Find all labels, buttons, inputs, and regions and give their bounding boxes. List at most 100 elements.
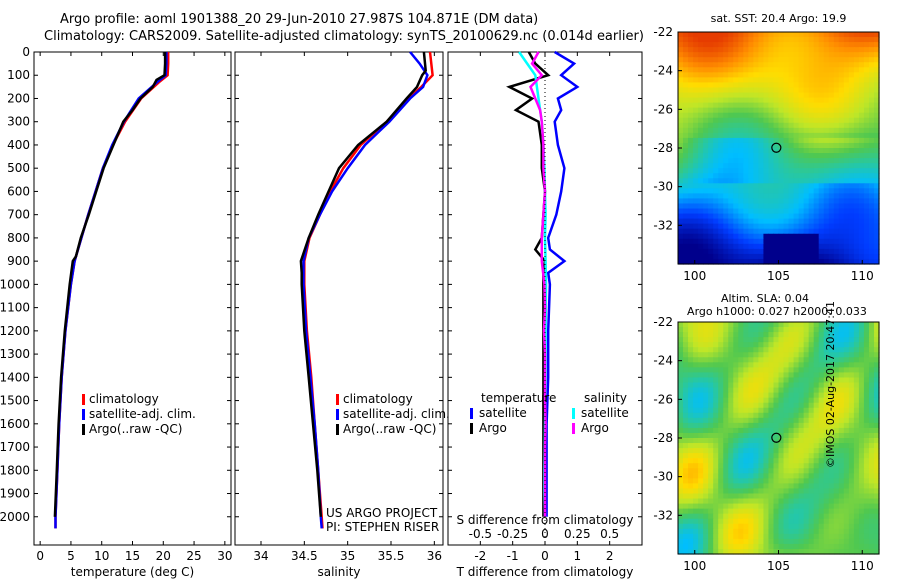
sla-map-ytick-label: -24: [653, 354, 673, 368]
diff-legend-label: Argo: [479, 421, 507, 435]
sst-map-ytick-label: -26: [653, 102, 673, 116]
imos-stamp: ©IMOS 02-Aug-2017 20:47:41: [824, 301, 837, 468]
title-line-2: Climatology: CARS2009. Satellite-adjuste…: [44, 29, 644, 44]
salinity-profile-frame: [234, 51, 444, 546]
diff-legend-label: satellite: [581, 406, 629, 420]
credit-line-2: PI: STEPHEN RISER: [326, 520, 439, 534]
depth-tick-label: 100: [7, 68, 30, 82]
salinity-profile-xtick-label: 35: [340, 549, 355, 563]
depth-tick-label: 1800: [0, 463, 30, 477]
salinity-profile-xtick-label: 34: [253, 549, 268, 563]
salinity-diff-xlabel: S difference from climatology: [457, 513, 634, 527]
difference-profile-xtick-label: 1: [574, 549, 582, 563]
temperature-profile-series-argo---raw--qc-: [53, 52, 167, 517]
salinity-diff-tick-label: 0: [541, 527, 549, 541]
depth-tick-label: 300: [7, 115, 30, 129]
depth-tick-label: 800: [7, 231, 30, 245]
depth-tick-label: 700: [7, 208, 30, 222]
temperature-profile-xlabel: temperature (deg C): [71, 565, 194, 579]
difference-profile-series-argo: [529, 51, 547, 517]
diff-legend-swatch: [470, 423, 473, 434]
sla-map-argo-marker: [771, 432, 782, 443]
sla-map-ytick-label: -26: [653, 392, 673, 406]
depth-tick-label: 1700: [0, 440, 30, 454]
salinity-profile-xtick-label: 35.5: [378, 549, 405, 563]
temperature-legend-swatch: [82, 409, 85, 420]
depth-tick-label: 1900: [0, 487, 30, 501]
temperature-profile-frame: [33, 51, 232, 546]
depth-tick-label: 1300: [0, 347, 30, 361]
sst-map-ytick-label: -32: [653, 218, 673, 232]
salinity-profile-xtick-label: 36: [427, 549, 442, 563]
diff-legend-label: satellite: [479, 406, 527, 420]
difference-profile-xtick-label: -2: [474, 549, 486, 563]
sla-map-ytick-label: -32: [653, 508, 673, 522]
salinity-diff-tick-label: 0.25: [564, 527, 591, 541]
temperature-profile-xtick-label: 5: [67, 549, 75, 563]
sla-map-ytick-label: -30: [653, 470, 673, 484]
difference-profile-xtick-label: 0: [541, 549, 549, 563]
sla-map-xtick-label: 105: [767, 559, 790, 573]
salinity-profile-series-argo---raw--qc-: [299, 51, 427, 517]
temperature-legend-swatch: [82, 394, 85, 405]
sst-map-field: [678, 32, 880, 265]
diff-legend-title-temperature: temperature: [481, 391, 556, 405]
diff-legend-swatch: [470, 408, 473, 419]
diff-legend-swatch: [572, 408, 575, 419]
sla-map-ytick-label: -28: [653, 431, 673, 445]
salinity-legend-swatch: [336, 424, 339, 435]
temperature-profile-xtick-label: 0: [36, 549, 44, 563]
salinity-legend-label: satellite-adj. clim.: [343, 407, 450, 421]
depth-tick-label: 1100: [0, 301, 30, 315]
temperature-profile-xtick-label: 10: [94, 549, 109, 563]
salinity-profile-xlabel: salinity: [317, 565, 360, 579]
depth-tick-label: 0: [22, 45, 30, 59]
credit-line-1: US ARGO PROJECT: [326, 506, 438, 520]
depth-tick-label: 1600: [0, 417, 30, 431]
salinity-profile-xtick-label: 34.5: [291, 549, 318, 563]
depth-tick-label: 400: [7, 138, 30, 152]
sla-map-subtitle: Argo h1000: 0.027 h2000: 0.033: [687, 305, 867, 318]
diff-legend-title-salinity: salinity: [584, 391, 627, 405]
sst-map-ytick-label: -22: [653, 25, 673, 39]
salinity-legend-label: climatology: [343, 392, 413, 406]
depth-tick-label: 2000: [0, 510, 30, 524]
sst-map-argo-marker: [771, 142, 782, 153]
title-line-1: Argo profile: aoml 1901388_20 29-Jun-201…: [60, 12, 539, 27]
salinity-legend-label: Argo(..raw -QC): [343, 422, 436, 436]
diff-legend-swatch: [572, 423, 575, 434]
temperature-profile-xtick-label: 15: [125, 549, 140, 563]
sst-map-xtick-label: 105: [767, 269, 790, 283]
temperature-profile-xtick-label: 20: [156, 549, 171, 563]
salinity-profile-series-satellite-adj--clim-: [302, 51, 429, 529]
difference-profile-xtick-label: -1: [507, 549, 519, 563]
salinity-diff-tick-label: -0.25: [497, 527, 528, 541]
diff-legend-label: Argo: [581, 421, 609, 435]
temperature-legend-swatch: [82, 424, 85, 435]
salinity-diff-tick-label: 0.5: [600, 527, 619, 541]
sst-map-title: sat. SST: 20.4 Argo: 19.9: [711, 12, 847, 25]
depth-tick-label: 1000: [0, 277, 30, 291]
depth-tick-label: 1400: [0, 370, 30, 384]
temperature-profile-xtick-label: 30: [217, 549, 232, 563]
salinity-legend-swatch: [336, 409, 339, 420]
temperature-legend-label: climatology: [89, 392, 159, 406]
sla-map-field: [678, 322, 880, 555]
temperature-profile-xtick-label: 25: [186, 549, 201, 563]
sst-map-ytick-label: -28: [653, 141, 673, 155]
sla-map-ytick-label: -22: [653, 315, 673, 329]
sla-map-title: Altim. SLA: 0.04: [721, 292, 809, 305]
sst-map-ytick-label: -24: [653, 64, 673, 78]
depth-tick-label: 500: [7, 161, 30, 175]
sst-map-ytick-label: -30: [653, 180, 673, 194]
sla-map-xtick-label: 110: [851, 559, 874, 573]
depth-tick-label: 1200: [0, 324, 30, 338]
difference-profile-xlabel: T difference from climatology: [456, 565, 634, 579]
sla-map-xtick-label: 100: [683, 559, 706, 573]
temperature-legend-label: satellite-adj. clim.: [89, 407, 196, 421]
depth-tick-label: 200: [7, 91, 30, 105]
depth-tick-label: 600: [7, 184, 30, 198]
sst-map-xtick-label: 110: [851, 269, 874, 283]
salinity-legend-swatch: [336, 394, 339, 405]
